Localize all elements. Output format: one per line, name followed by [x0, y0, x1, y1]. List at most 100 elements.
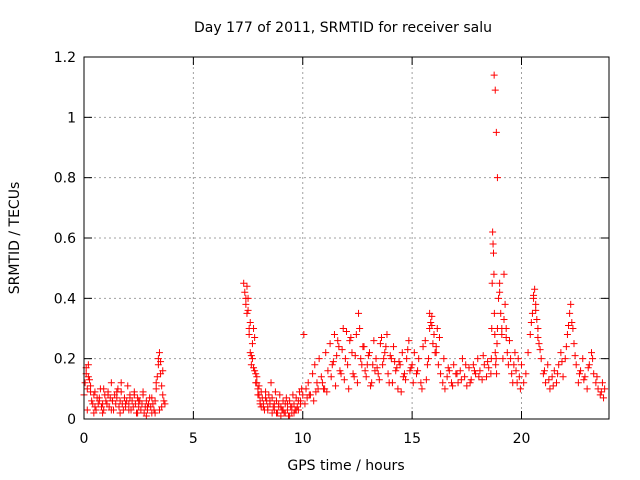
data-point: [394, 385, 402, 393]
data-point: [243, 309, 251, 317]
data-point: [454, 379, 462, 387]
data-point: [491, 349, 499, 357]
data-point: [315, 355, 323, 363]
data-point: [376, 340, 384, 348]
data-point: [474, 355, 482, 363]
data-point: [271, 388, 279, 396]
data-point: [544, 361, 552, 369]
data-point: [339, 325, 347, 332]
data-point: [317, 373, 325, 381]
data-point: [589, 355, 597, 363]
data-point: [337, 370, 345, 378]
data-point: [470, 367, 478, 375]
data-point: [575, 370, 583, 378]
data-point: [410, 349, 418, 357]
data-point: [429, 340, 437, 348]
data-point: [343, 328, 350, 336]
data-point: [143, 403, 151, 411]
data-point: [555, 361, 563, 369]
data-point: [400, 370, 408, 378]
data-point: [490, 309, 498, 317]
data-point: [537, 355, 545, 363]
axis-ticks: 0 0.2 0.4 0.6 0.8 1 1.2 0 5 10 15 20: [54, 50, 609, 447]
x-tick-label: 20: [513, 431, 531, 447]
data-point: [403, 355, 411, 363]
data-point: [250, 364, 258, 372]
data-point: [478, 376, 486, 384]
data-point: [566, 309, 574, 317]
data-point: [341, 355, 349, 363]
data-point: [577, 367, 585, 375]
data-point: [598, 379, 606, 387]
scatter-series-srmtid: [80, 71, 609, 420]
data-point: [338, 346, 346, 354]
data-point: [405, 337, 413, 345]
data-point: [340, 376, 348, 384]
data-point: [427, 318, 435, 326]
data-point: [510, 361, 518, 369]
data-point: [395, 358, 403, 366]
x-tick-label: 0: [80, 431, 89, 447]
data-point: [489, 228, 497, 236]
data-point: [137, 406, 145, 414]
data-point: [241, 288, 249, 296]
data-point: [282, 394, 290, 402]
data-point: [600, 394, 608, 402]
data-point: [597, 388, 605, 396]
data-point: [448, 379, 455, 387]
data-point: [148, 394, 156, 402]
data-point: [107, 379, 115, 387]
data-point: [585, 361, 593, 369]
data-point: [501, 300, 509, 308]
data-point: [579, 355, 587, 363]
data-point: [515, 373, 523, 381]
data-point: [117, 379, 125, 387]
data-point: [277, 412, 285, 420]
data-point: [554, 370, 562, 378]
data-point: [100, 385, 108, 393]
data-point: [254, 385, 262, 393]
data-point: [324, 367, 332, 375]
data-point: [444, 364, 452, 372]
data-point: [490, 71, 498, 79]
data-point: [380, 355, 388, 363]
data-point: [142, 412, 150, 420]
data-point: [581, 373, 589, 381]
data-point: [590, 370, 598, 378]
data-point: [428, 321, 436, 329]
data-point: [160, 397, 168, 405]
data-point: [472, 370, 480, 378]
data-point: [138, 400, 146, 408]
data-point: [253, 373, 261, 381]
data-point: [265, 391, 273, 399]
data-point: [512, 367, 520, 375]
data-point: [365, 349, 373, 357]
data-point: [548, 373, 556, 381]
data-point: [409, 379, 417, 387]
data-point: [245, 325, 253, 332]
data-point: [396, 361, 404, 369]
data-point: [415, 355, 423, 363]
data-point: [462, 361, 470, 369]
data-point: [498, 331, 506, 339]
data-point: [134, 409, 142, 417]
data-point: [549, 382, 557, 390]
data-point: [496, 288, 504, 296]
data-point: [364, 352, 372, 360]
data-point: [449, 382, 457, 390]
data-point: [518, 361, 525, 369]
data-point: [374, 370, 382, 378]
data-point: [559, 373, 567, 381]
data-point: [392, 367, 400, 375]
data-point: [328, 361, 336, 369]
data-point: [418, 385, 426, 393]
data-point: [347, 334, 355, 342]
data-point: [88, 397, 96, 405]
data-point: [351, 352, 359, 360]
data-point: [387, 355, 395, 363]
data-point: [126, 394, 134, 402]
data-point: [588, 349, 595, 357]
data-point: [252, 379, 260, 387]
data-point: [550, 367, 558, 375]
data-point: [484, 358, 492, 366]
